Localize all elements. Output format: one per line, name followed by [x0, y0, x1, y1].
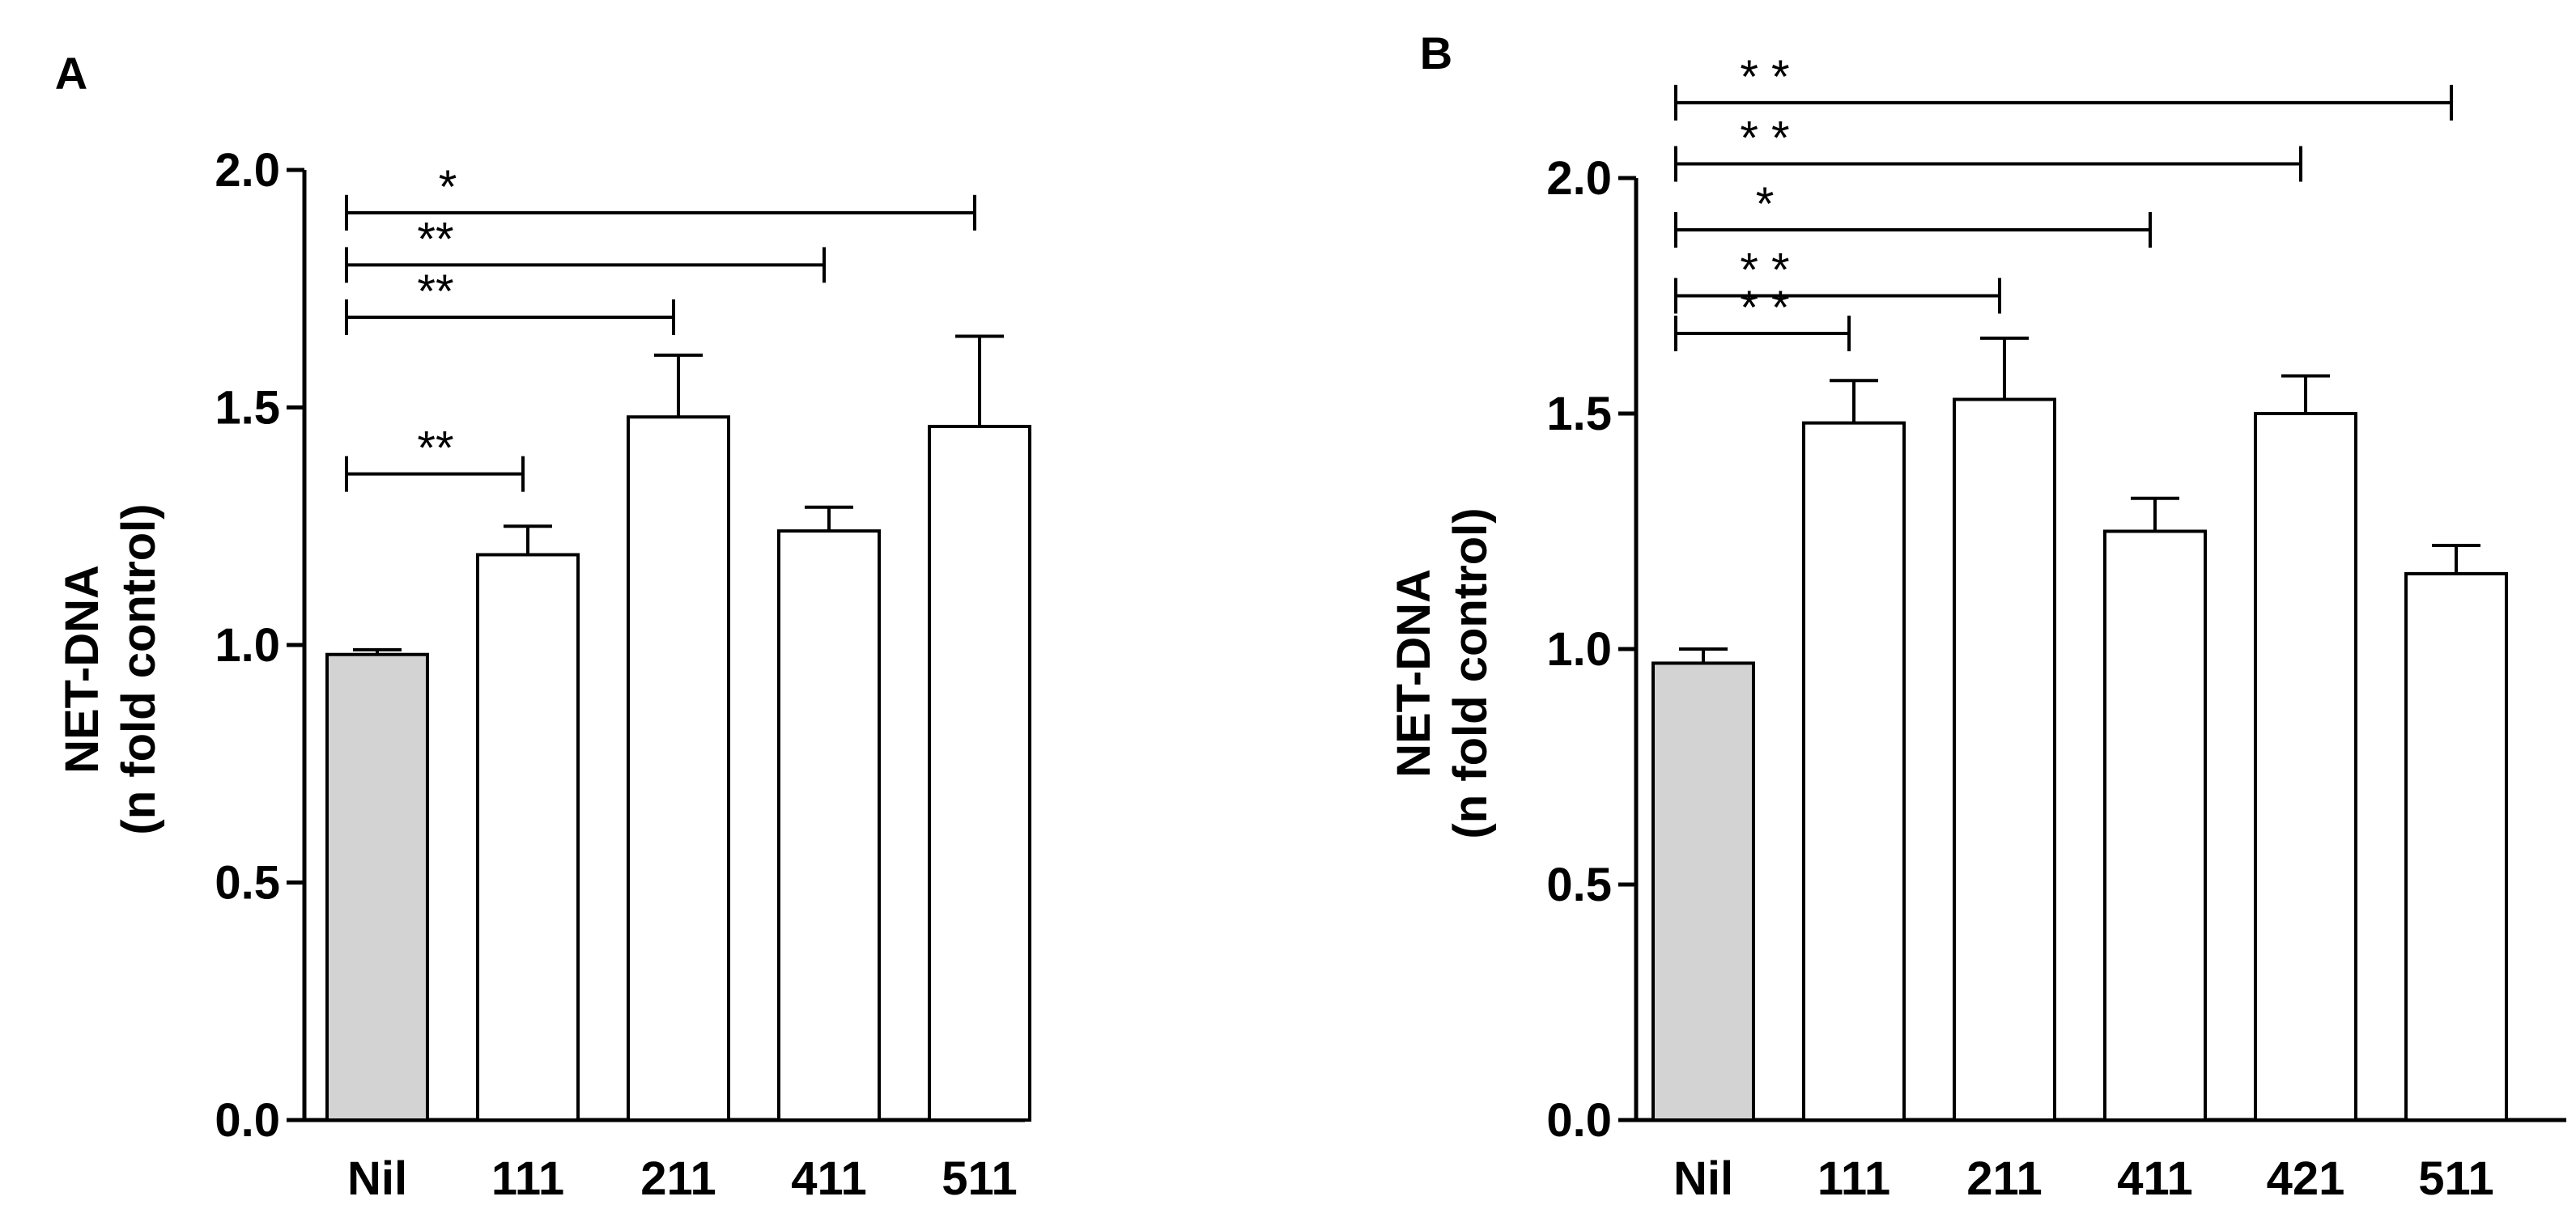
panel-label: A [55, 48, 87, 99]
y-tick-label: 0.0 [215, 1094, 280, 1147]
significance-label: ** [417, 213, 453, 265]
y-tick-label: 1.5 [215, 382, 280, 435]
x-tick-label: 111 [491, 1152, 564, 1205]
y-axis-label: NET-DNA [1388, 569, 1440, 778]
bar-nil [1651, 661, 1755, 1122]
y-axis-label: NET-DNA [56, 565, 108, 774]
x-tick-label: 421 [2267, 1152, 2345, 1205]
y-tick-label: 1.0 [215, 619, 280, 672]
bar-211 [1953, 397, 2056, 1122]
panel-b: B 0.0 0.5 1.0 1.5 2.0 NET-DNA (n fold control) N… [1388, 28, 2566, 1205]
significance-label: * * [1740, 112, 1789, 165]
y-tick-label: 0.0 [1546, 1094, 1612, 1147]
bar-411 [2103, 529, 2207, 1122]
x-tick-label: 511 [2418, 1152, 2494, 1205]
significance-label: * * [1740, 244, 1789, 297]
bar-421 [2254, 412, 2357, 1122]
x-tick-label: 511 [942, 1152, 1018, 1205]
significance-label: * * [1740, 51, 1789, 104]
significance-label: ** [417, 265, 453, 318]
y-tick-label: 0.5 [1546, 859, 1612, 911]
x-tick-label: Nil [1673, 1152, 1733, 1205]
x-tick-label: 211 [640, 1152, 716, 1205]
significance-label: * [1756, 178, 1775, 231]
x-tick-label: 411 [791, 1152, 867, 1205]
y-tick-label: 1.0 [1546, 623, 1612, 676]
bar-111 [1802, 421, 1906, 1122]
panel-a: A 0.0 0.5 1.0 1.5 2.0 NET-DNA (n fold control) N… [55, 48, 1031, 1205]
y-tick-label: 2.0 [215, 144, 280, 197]
panel-label: B [1420, 28, 1452, 78]
bar-511 [2404, 571, 2508, 1122]
y-tick-label: 1.5 [1546, 388, 1612, 440]
x-tick-label: 411 [2117, 1152, 2193, 1205]
x-tick-label: 211 [1966, 1152, 2043, 1205]
bar-nil [325, 652, 429, 1122]
x-tick-label: 111 [1817, 1152, 1890, 1205]
significance-label: * * [1740, 282, 1789, 334]
bar-111 [476, 553, 580, 1122]
bar-211 [627, 415, 730, 1122]
bar-411 [777, 529, 881, 1122]
y-tick-label: 2.0 [1546, 152, 1612, 205]
y-axis-label-units: (n fold control) [1444, 507, 1497, 838]
significance-label: ** [417, 422, 453, 475]
bar-511 [928, 424, 1031, 1122]
x-tick-label: Nil [347, 1152, 407, 1205]
y-axis-label-units: (n fold control) [113, 503, 165, 834]
y-tick-label: 0.5 [215, 857, 280, 910]
significance-label: * [439, 161, 457, 214]
